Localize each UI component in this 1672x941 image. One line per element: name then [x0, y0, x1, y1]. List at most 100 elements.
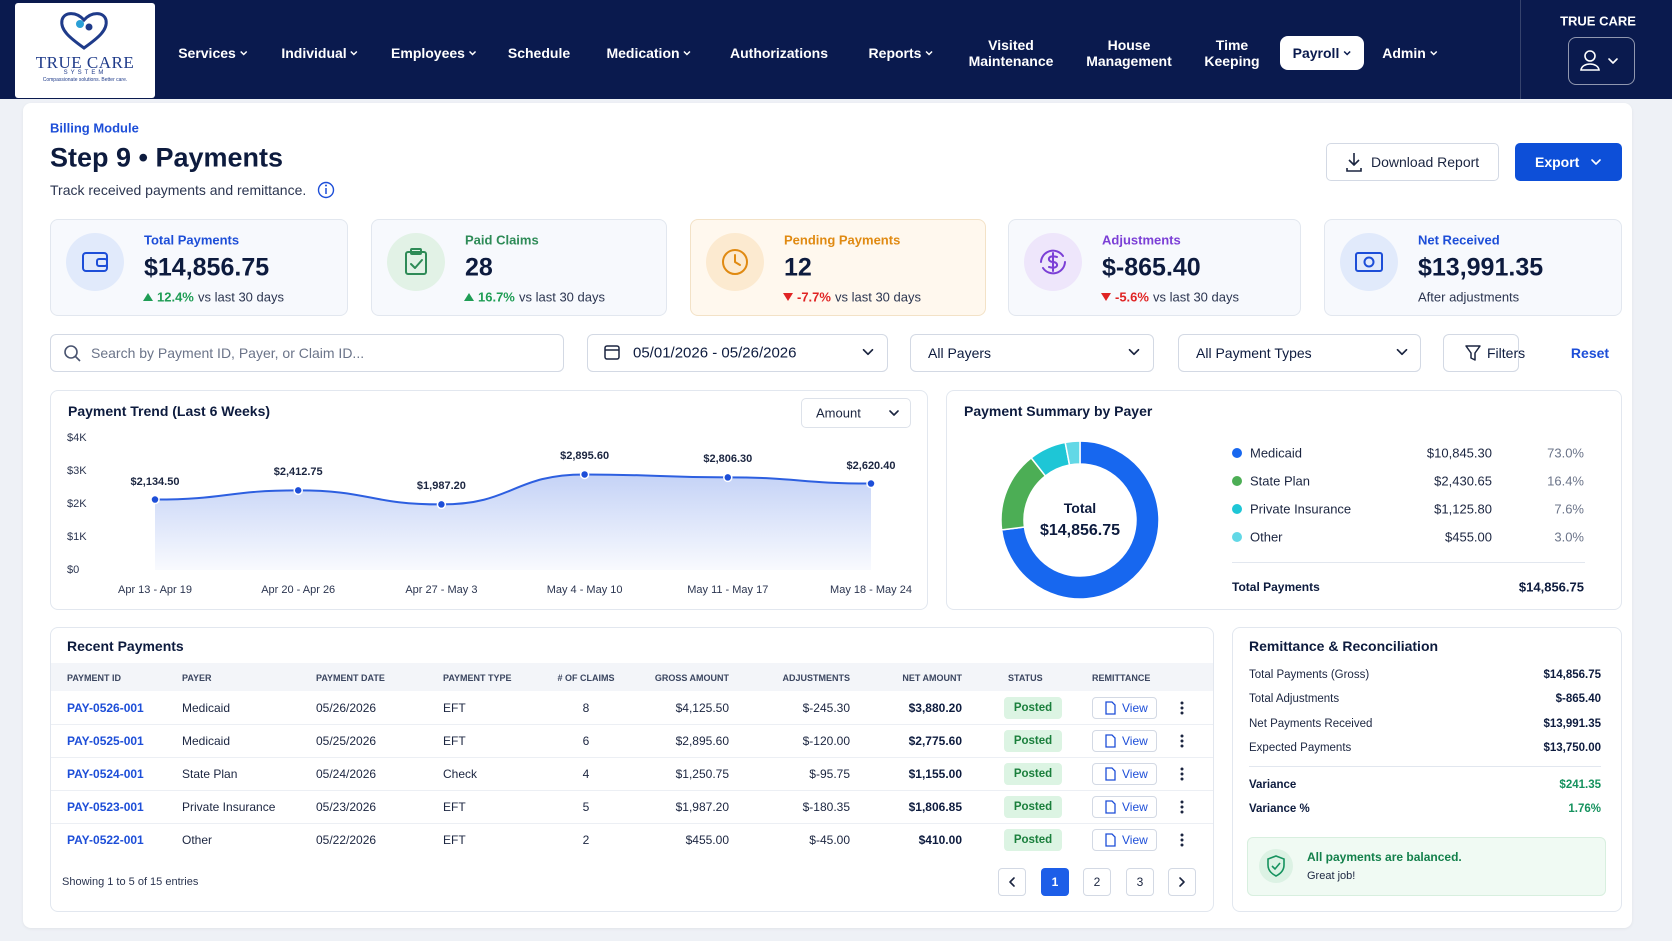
legend-amount: $455.00 [1445, 529, 1492, 545]
nav-item[interactable]: House Management [1081, 37, 1177, 69]
menu-caret [925, 50, 933, 56]
page-button[interactable] [1126, 868, 1154, 896]
nav-label: House Management [1086, 37, 1172, 69]
metric-select[interactable] [801, 398, 911, 428]
metric-select-value: Amount [816, 405, 861, 421]
y-tick-label: $3K [67, 465, 87, 477]
table-cell: 05/23/2026 [316, 800, 377, 814]
nav-label: Reports [868, 45, 922, 61]
nav-active-pill [1280, 36, 1364, 70]
nav-label: Services [178, 45, 236, 61]
legend-amount: $10,845.30 [1426, 445, 1492, 461]
column-header: REMITTANCE [1092, 673, 1151, 683]
nav-item[interactable]: Visited Maintenance [963, 37, 1059, 69]
payer-select[interactable] [910, 334, 1154, 372]
table-cell: $410.00 [918, 833, 962, 847]
variance-value: $241.35 [1559, 779, 1601, 791]
payment-id-link[interactable]: PAY-0524-001 [67, 767, 144, 781]
balance-title: All payments are balanced. [1307, 850, 1462, 864]
table-cell: $1,155.00 [908, 767, 962, 781]
export-button[interactable] [1515, 143, 1622, 181]
nav-item[interactable]: Services [178, 45, 248, 61]
nav-item[interactable]: Payroll [1293, 45, 1352, 61]
data-label: $2,412.75 [273, 466, 323, 479]
row-divider [51, 790, 1213, 791]
chevron-icon [239, 50, 247, 56]
table-cell: Private Insurance [182, 800, 276, 814]
kpi-value: $13,991.35 [1418, 253, 1544, 282]
table-cell: State Plan [182, 767, 238, 781]
page-button[interactable] [1083, 868, 1111, 896]
payment-id-link[interactable]: PAY-0525-001 [67, 734, 144, 748]
table-cell: Medicaid [182, 701, 231, 715]
kpi-label: Paid Claims [465, 232, 539, 248]
page-prev[interactable] [998, 868, 1026, 896]
view-label: View [1122, 767, 1148, 781]
payment-type-value: All Payment Types [1196, 345, 1312, 361]
payment-id-link[interactable]: PAY-0523-001 [67, 800, 144, 814]
search-input[interactable] [50, 334, 564, 372]
total-label: Total Payments [1232, 580, 1320, 594]
table-cell: Medicaid [182, 734, 231, 748]
payment-type-select[interactable] [1178, 334, 1421, 372]
payment-id-link[interactable]: PAY-0522-001 [67, 833, 144, 847]
row-menu[interactable] [1174, 698, 1190, 718]
payment-id-link[interactable]: PAY-0526-001 [67, 701, 144, 715]
table-cell: EFT [443, 800, 466, 814]
reset-link[interactable]: Reset [1570, 345, 1610, 361]
nav-item[interactable]: Medication [606, 45, 691, 61]
table-cell: $-120.00 [802, 734, 850, 748]
nav-label: Visited Maintenance [968, 37, 1054, 69]
filters-button[interactable] [1443, 334, 1519, 372]
reconciliation-value: $13,750.00 [1543, 741, 1601, 754]
column-header: # OF CLAIMS [557, 673, 615, 683]
nav-item[interactable]: Reports [869, 45, 934, 61]
nav-item[interactable]: Admin [1382, 45, 1438, 61]
kpi-delta: 12.4% [157, 289, 194, 305]
nav-bar [0, 0, 1672, 99]
row-menu[interactable] [1174, 830, 1190, 850]
column-header: NET AMOUNT [902, 673, 962, 683]
column-header: STATUS [1008, 673, 1043, 683]
page-subtitle: Track received payments and remittance. [50, 182, 307, 198]
nav-item[interactable]: Individual [281, 45, 358, 61]
date-range-value: 05/01/2026 - 05/26/2026 [633, 344, 797, 362]
table-title: Recent Payments [67, 638, 184, 654]
date-range-select[interactable] [587, 334, 888, 372]
nav-item[interactable]: Schedule [508, 45, 570, 61]
legend-divider [1232, 562, 1585, 563]
chevron-icon [1343, 50, 1351, 56]
y-tick-label: $0 [67, 564, 80, 576]
reconciliation-title: Remittance & Reconciliation [1249, 638, 1439, 654]
row-menu[interactable] [1174, 731, 1190, 751]
account-button[interactable] [1568, 37, 1635, 85]
table-cell: EFT [443, 833, 466, 847]
reconciliation-divider [1249, 766, 1601, 767]
kpi-label: Net Received [1418, 232, 1500, 248]
nav-label: Individual [281, 45, 347, 61]
export-label: Export [1535, 154, 1580, 170]
table-header-row [51, 663, 1213, 691]
status-badge [1004, 829, 1062, 851]
nav-item[interactable]: Time Keeping [1197, 37, 1267, 69]
chart-title: Payment Trend (Last 6 Weeks) [68, 403, 271, 419]
legend-label: Private Insurance [1250, 501, 1352, 517]
page-number: 3 [1136, 875, 1144, 889]
page-next[interactable] [1168, 868, 1196, 896]
row-menu[interactable] [1174, 764, 1190, 784]
nav-item[interactable]: Employees [391, 45, 477, 61]
menu-caret [350, 50, 358, 56]
data-label: $2,895.60 [560, 450, 610, 463]
kpi-label: Adjustments [1102, 232, 1181, 248]
table-cell: 05/22/2026 [316, 833, 377, 847]
row-menu[interactable] [1174, 797, 1190, 817]
table-cell: $2,775.60 [908, 734, 962, 748]
table-cell: $1,987.20 [675, 800, 729, 814]
logo-tagline: Compassionate solutions. Better care. [42, 77, 128, 83]
page-button[interactable] [1041, 868, 1069, 896]
table-cell: Other [182, 833, 213, 847]
menu-caret [239, 50, 247, 56]
nav-item[interactable]: Authorizations [730, 45, 828, 61]
chart-card [50, 390, 928, 610]
data-label: $1,987.20 [416, 480, 466, 493]
